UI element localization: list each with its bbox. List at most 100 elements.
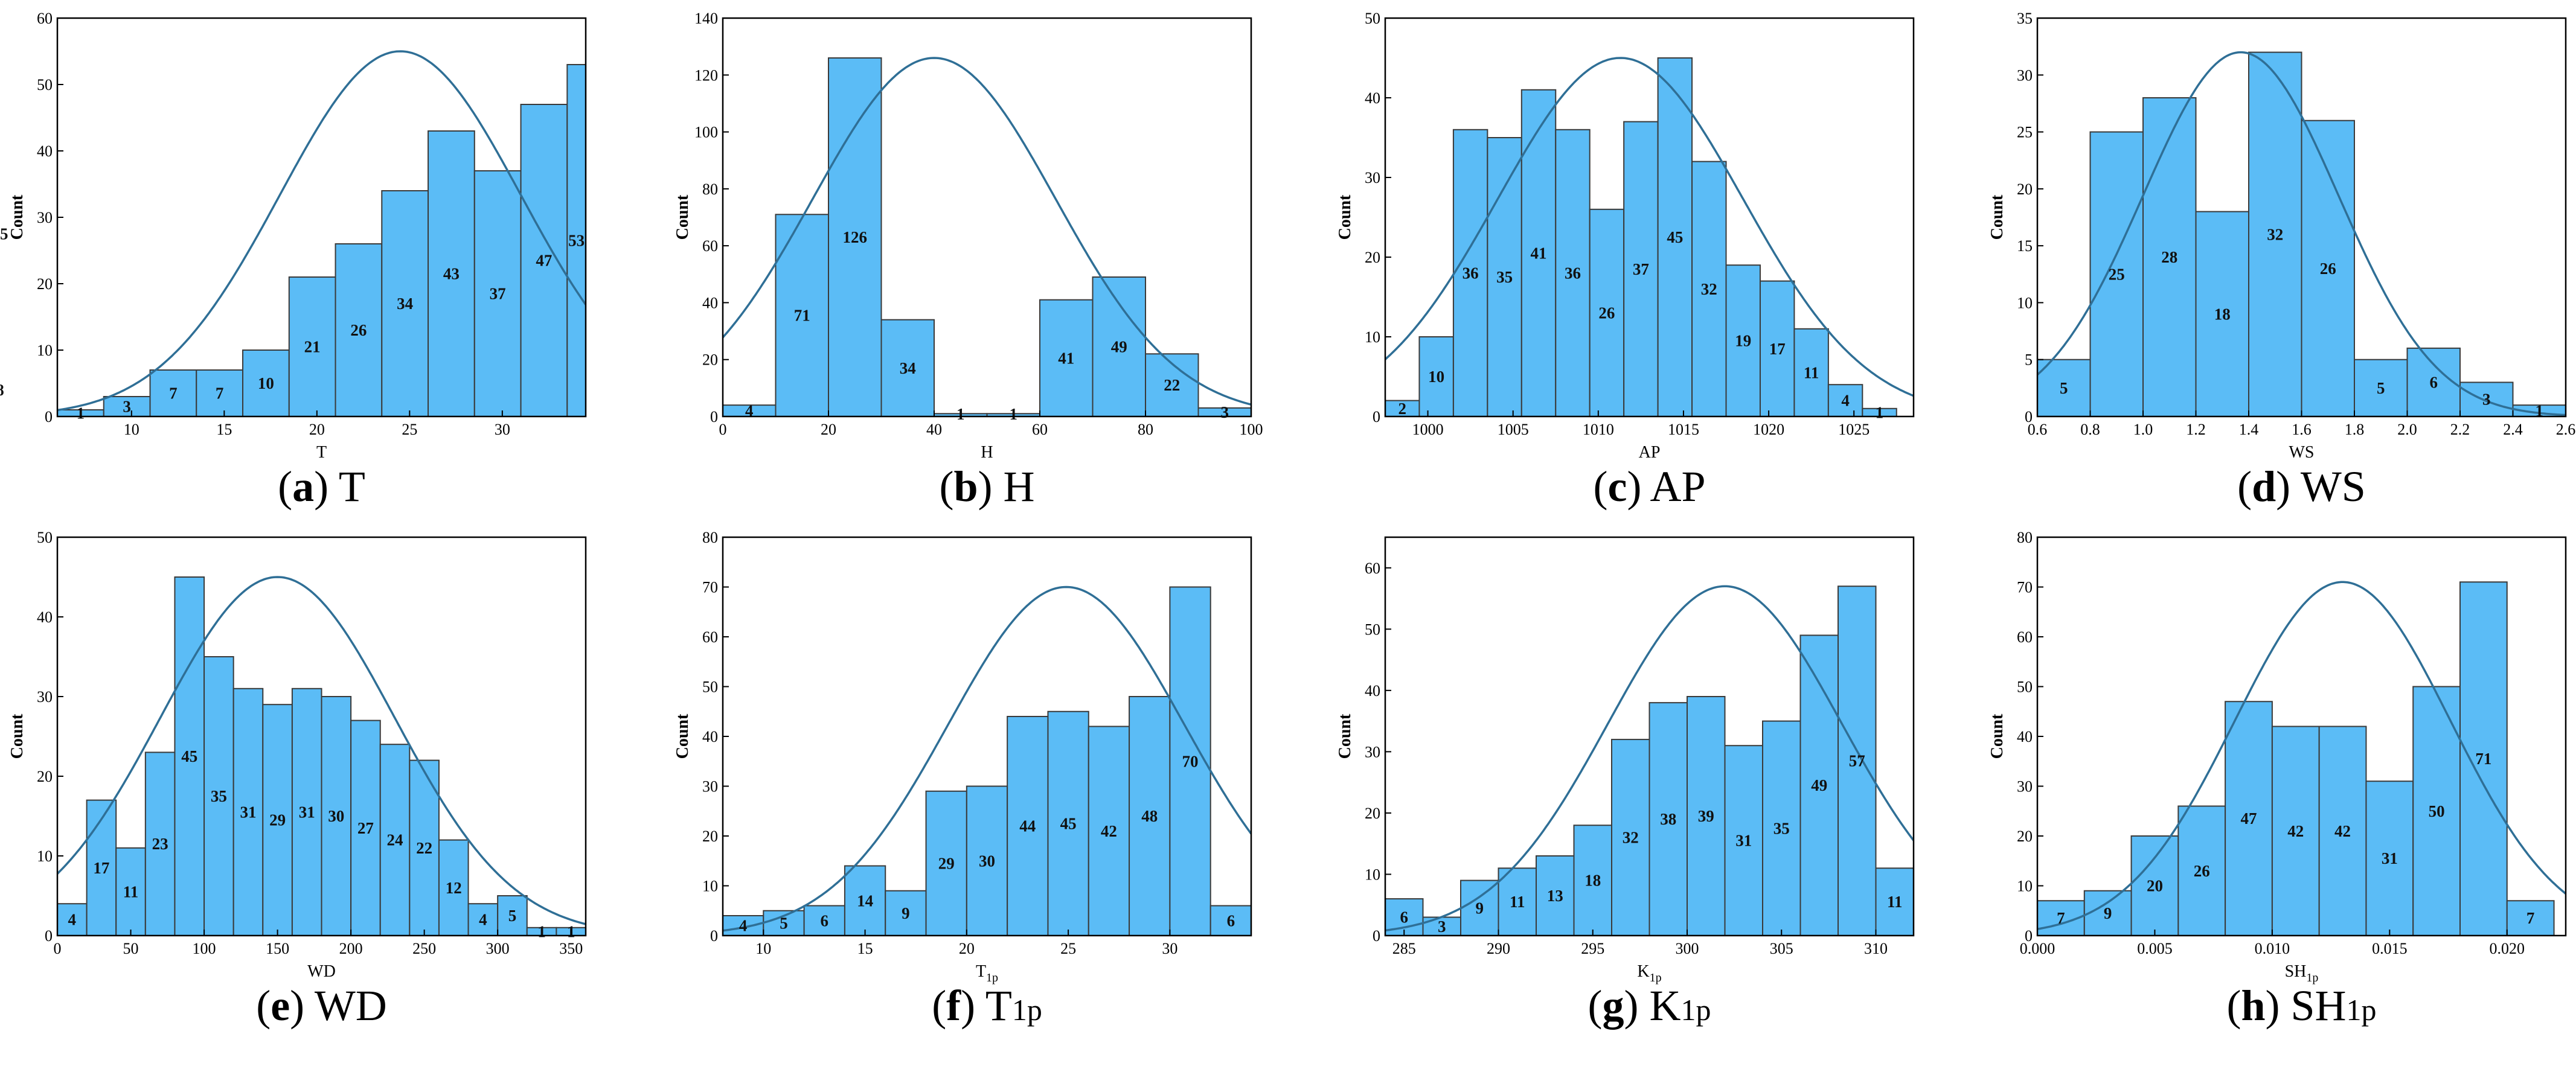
x-tick-label: 1020 [1753,421,1784,438]
bar [2177,805,2226,936]
bar-count-label: 5 [780,914,788,932]
bar-count-label: 6 [2430,373,2438,391]
bar [203,656,234,936]
x-tick-label: 1005 [1498,421,1529,438]
bar-count-label: 1 [1876,403,1884,421]
bar [438,839,469,936]
y-tick-label: 20 [2017,180,2033,198]
y-tick-label: 40 [1365,89,1380,107]
bar-count-label: 45 [1667,228,1683,246]
y-axis-label: Count [673,194,692,240]
x-tick-label: 100 [1240,421,1263,438]
bar [2365,780,2414,936]
bar-count-label: 9 [2104,904,2112,922]
bar-count-label: 32 [2267,225,2283,243]
x-tick-label: 10 [124,421,139,438]
bar [844,865,886,936]
bar [885,890,927,936]
bar-count-label: 29 [269,811,286,829]
y-tick-label: 30 [37,688,53,706]
x-tick-label: 1025 [1838,421,1870,438]
y-tick-label: 50 [37,76,53,94]
bar-count-label: 50 [2429,802,2445,820]
y-tick-label: 40 [2017,728,2033,745]
bar [1460,879,1499,936]
bar-count-label: 47 [536,252,552,270]
bar [1555,129,1591,416]
y-tick-label: 10 [37,342,53,359]
y-tick-label: 140 [694,10,718,27]
bar-count-label: 30 [979,852,995,870]
bar [1573,825,1612,936]
x-tick-label: 25 [402,421,417,438]
bar [2406,347,2461,416]
bar [2130,835,2179,936]
x-tick-label: 60 [1032,421,1048,438]
bar [1039,299,1094,416]
bar-count-label: 44 [1019,817,1036,835]
x-tick-label: 310 [1864,940,1888,957]
bar-count-label: 6 [1227,911,1235,930]
bar-count-label: 2 [1398,400,1406,418]
bar-count-label: 57 [1849,752,1865,770]
bar-count-label: 29 [938,854,955,872]
bar-count-label: 41 [1531,244,1547,262]
y-tick-label: 50 [702,678,718,696]
bar-count-label: 1 [77,404,85,423]
bar-count-label: 4 [739,917,748,935]
x-tick-label: 0 [719,421,727,438]
panel-caption: (f) T1p [932,981,1042,1030]
y-tick-label: 20 [1365,249,1380,266]
bar-count-label: 31 [2382,849,2398,867]
y-tick-label: 30 [2017,66,2033,84]
bar-count-label: 32 [1701,280,1717,298]
bar-count-label: 9 [1476,899,1484,917]
bar [2195,211,2249,416]
x-tick-label: 1010 [1583,421,1614,438]
x-tick-label: 350 [559,940,583,957]
bar-count-label: 7 [169,384,178,403]
bar-count-label: 9 [902,904,910,922]
x-tick-label: 100 [193,940,216,957]
y-tick-label: 30 [702,778,718,796]
bar [1536,855,1575,936]
bar-count-label: 26 [2320,260,2336,278]
bar-count-label: 39 [1698,807,1714,825]
x-tick-label: 1.8 [2345,421,2365,438]
y-tick-label: 120 [694,66,718,84]
normal-fit-curve [57,50,586,412]
bar [1520,89,1557,416]
bar-count-label: 7 [216,384,224,403]
y-tick-label: 70 [2017,579,2033,596]
bar-count-label: 25 [2109,265,2125,283]
bar-count-label: 4 [68,911,77,929]
bar-count-label: 4 [1841,392,1850,410]
x-tick-label: 0 [54,940,62,957]
bar [2459,581,2508,936]
bar-count-label: 8 [0,381,4,399]
y-tick-label: 0 [2025,927,2033,945]
y-tick-label: 50 [37,529,53,546]
y-tick-label: 0 [45,408,53,426]
bar [966,785,1008,936]
bar [828,57,882,416]
x-tick-label: 150 [266,940,289,957]
bar-count-label: 35 [211,787,227,805]
bar-count-label: 3 [123,398,131,416]
x-tick-label: 0.6 [2028,421,2048,438]
bar [520,104,568,416]
bar [291,688,322,936]
y-tick-label: 60 [37,10,53,27]
bar-count-label: 70 [1182,752,1199,770]
bar [1623,121,1659,416]
bar-count-label: 31 [240,803,256,821]
bar [2506,900,2555,936]
bar [1725,264,1761,416]
bar [1487,137,1522,416]
bar [1385,400,1420,416]
x-tick-label: 305 [1770,940,1793,957]
bar-count-label: 32 [1623,829,1639,847]
x-tick-label: 200 [339,940,363,957]
bar-count-label: 23 [152,835,168,853]
bar-count-label: 55 [0,225,8,243]
